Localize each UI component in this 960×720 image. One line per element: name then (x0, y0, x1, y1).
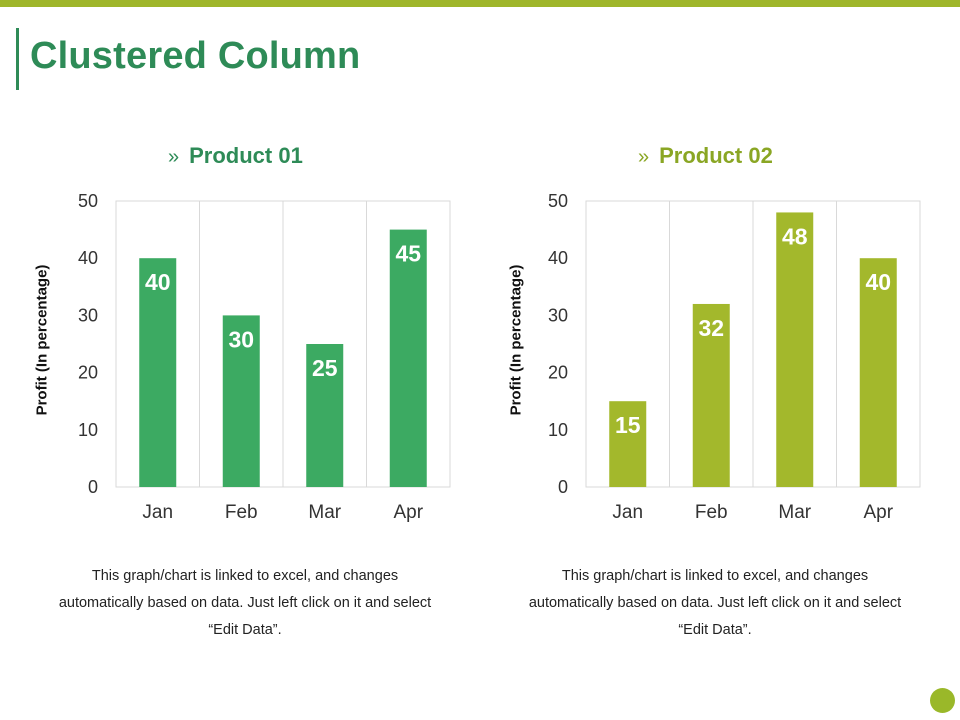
y-tick-label: 0 (558, 477, 568, 497)
y-tick-label: 20 (78, 363, 98, 383)
y-tick-label: 40 (548, 248, 568, 268)
x-tick-label: Mar (778, 502, 811, 523)
data-label: 30 (228, 326, 254, 352)
chart1-plot: 0 10 20 30 40 50 40 Jan 30 Feb 25 Mar 45 Apr (78, 191, 451, 523)
y-tick-label: 10 (548, 420, 568, 440)
corner-dot (930, 688, 955, 713)
bar (609, 401, 647, 487)
chart2-heading: » Product 02 (638, 143, 773, 170)
bar (389, 229, 427, 487)
chart1-caption: This graph/chart is linked to excel, and… (58, 568, 432, 638)
y-tick-label: 30 (78, 305, 98, 325)
y-tick-label: 50 (78, 191, 98, 211)
chart2-ylabel: Profit (In percentage) (507, 264, 525, 416)
chart1-ylabel: Profit (In percentage) (33, 264, 51, 416)
bar (306, 344, 344, 487)
y-tick-label: 0 (88, 477, 98, 497)
data-label: 48 (782, 223, 808, 249)
bar (222, 315, 260, 487)
bar (692, 303, 730, 487)
y-tick-label: 40 (78, 248, 98, 268)
y-tick-label: 10 (78, 420, 98, 440)
x-tick-label: Jan (612, 502, 643, 523)
data-label: 40 (145, 269, 171, 295)
top-accent-bar (0, 0, 960, 7)
x-tick-label: Feb (225, 502, 258, 523)
page-title: Clustered Column (30, 35, 361, 77)
y-tick-label: 50 (548, 191, 568, 211)
chart2-ylabel-wrap: Profit (In percentage) (504, 210, 528, 470)
x-tick-label: Feb (695, 502, 728, 523)
y-tick-label: 20 (548, 363, 568, 383)
bar (139, 258, 177, 487)
x-tick-label: Apr (863, 502, 893, 523)
chart2-caption: This graph/chart is linked to excel, and… (528, 568, 902, 638)
title-accent-rule (16, 28, 19, 90)
x-tick-label: Jan (142, 502, 173, 523)
chart2-title: Product 02 (659, 143, 773, 168)
data-label: 15 (615, 412, 641, 438)
chart1-heading: » Product 01 (168, 143, 303, 170)
data-label: 25 (312, 355, 338, 381)
y-tick-label: 30 (548, 305, 568, 325)
bar (859, 258, 897, 487)
chevron-icon: » (168, 146, 180, 168)
data-label: 32 (698, 315, 724, 341)
chevron-icon: » (638, 146, 650, 168)
data-label: 45 (395, 241, 421, 267)
bar (776, 212, 814, 487)
data-label: 40 (865, 269, 891, 295)
x-tick-label: Mar (308, 502, 341, 523)
chart1-ylabel-wrap: Profit (In percentage) (30, 210, 54, 470)
chart2-plot: 0 10 20 30 40 50 15 Jan 32 Feb 48 Mar 40 Apr (548, 191, 921, 523)
x-tick-label: Apr (393, 502, 423, 523)
chart1-title: Product 01 (189, 143, 303, 168)
